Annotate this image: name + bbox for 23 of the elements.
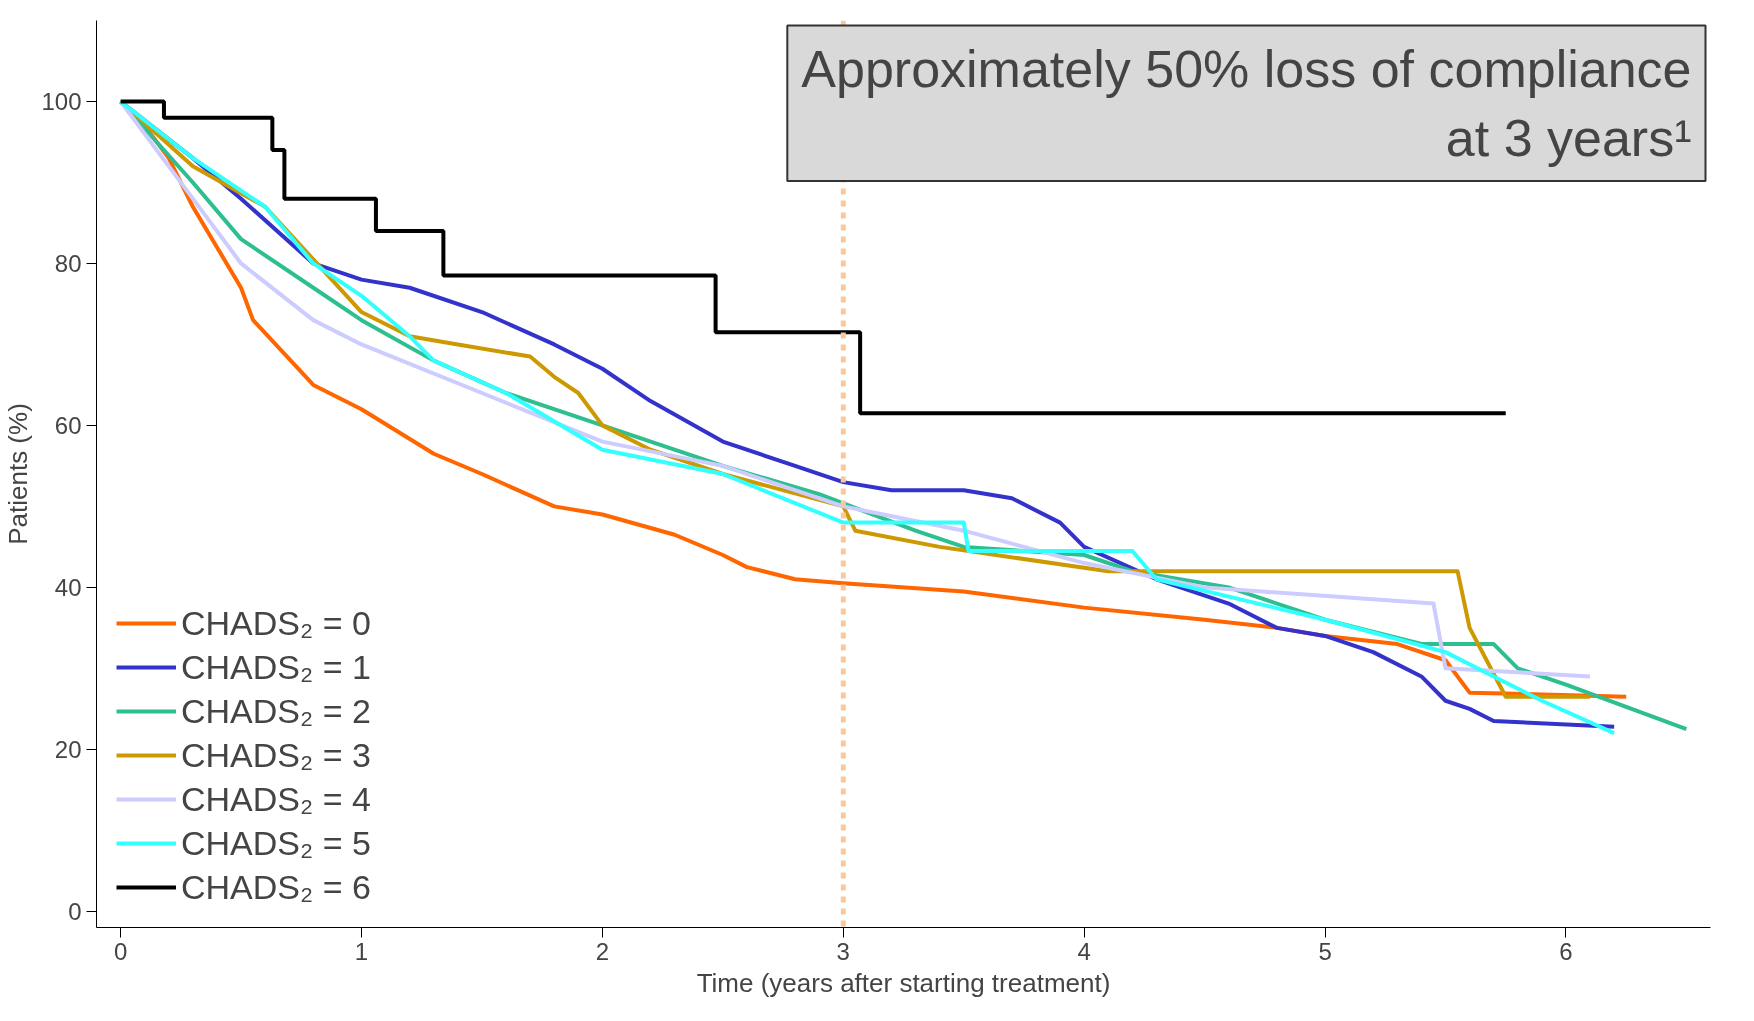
x-tick-label: 0 [113,937,128,965]
x-tick-label: 3 [836,937,850,965]
legend-label: CHADS₂ = 0 [181,603,371,643]
legend-label: CHADS₂ = 1 [181,647,371,687]
x-tick-label: 2 [595,937,610,965]
y-tick-label: 0 [68,897,82,925]
y-axis-title: Patients (%) [3,403,34,545]
legend-label: CHADS₂ = 6 [181,867,371,907]
legend-label: CHADS₂ = 5 [181,823,371,863]
y-tick-label: 60 [54,411,82,439]
x-axis-title: Time (years after starting treatment) [696,967,1111,998]
y-tick-label: 100 [41,87,82,115]
x-tick-label: 4 [1077,937,1091,965]
legend-label: CHADS₂ = 4 [181,779,371,819]
y-tick-label: 40 [54,573,82,601]
x-tick-label: 5 [1318,937,1332,965]
x-tick-label: 6 [1559,937,1573,965]
x-tick-label: 1 [354,937,369,965]
y-tick-label: 20 [54,735,82,763]
y-tick-label: 80 [54,249,82,277]
legend-label: CHADS₂ = 2 [181,691,371,731]
text: Approximately 50% loss of compliance at 3 years¹ [801,39,1692,168]
legend-label: CHADS₂ = 3 [181,735,371,775]
